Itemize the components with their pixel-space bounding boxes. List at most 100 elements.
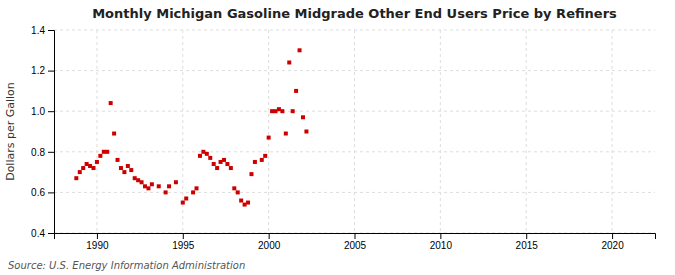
source: Source: U.S. Energy Information Administ… <box>8 260 245 271</box>
grid-line-x <box>526 30 527 233</box>
points <box>74 48 308 206</box>
point <box>304 130 308 134</box>
point <box>129 168 133 172</box>
point <box>112 132 116 136</box>
point <box>280 109 284 113</box>
x-axis-tick-mark <box>183 233 184 239</box>
point <box>116 158 120 162</box>
point <box>109 101 113 105</box>
x-axis-tick: 1995 <box>172 233 195 251</box>
grid-line-x <box>96 30 97 233</box>
point <box>212 162 216 166</box>
point <box>260 158 264 162</box>
y-axis-tick-mark <box>48 233 54 234</box>
chart-svg: 19901995200020052010201520200.40.60.81.0… <box>0 0 675 275</box>
point <box>263 154 267 158</box>
grid-line-y <box>54 70 655 71</box>
point <box>249 172 253 176</box>
point <box>74 176 78 180</box>
x-axis-tick-mark <box>97 233 98 239</box>
x-axis-tick-label: 2000 <box>258 240 281 251</box>
y-axis-tick-label: 0.8 <box>31 147 45 158</box>
y-axis-tick-mark <box>48 192 54 193</box>
point <box>181 201 185 205</box>
point <box>140 180 144 184</box>
point <box>298 48 302 52</box>
x-axis-tick-mark <box>355 233 356 239</box>
point <box>88 164 92 168</box>
grid-line-x <box>612 30 613 233</box>
x-axis-tick: 2000 <box>258 233 281 251</box>
x-axis-tick-mark <box>440 233 441 239</box>
point <box>287 60 291 64</box>
point <box>239 199 243 203</box>
x-axis-tick: 2010 <box>430 233 453 251</box>
point <box>174 180 178 184</box>
point <box>246 201 250 205</box>
y-axis-tick: 0.8 <box>31 147 54 158</box>
point <box>143 184 147 188</box>
x-axis: 1990199520002005201020152020 <box>55 233 656 251</box>
grid <box>54 30 655 233</box>
y-axis-tick-label: 0.4 <box>31 228 45 239</box>
y-axis-tick: 1.2 <box>31 65 54 76</box>
y-axis-tick-mark <box>48 71 54 72</box>
title: Monthly Michigan Gasoline Midgrade Other… <box>92 6 617 21</box>
y-axis-tick-label: 1.0 <box>31 106 45 117</box>
point <box>191 190 195 194</box>
grid-line-y <box>54 192 655 193</box>
point <box>201 150 205 154</box>
x-axis-tick-label: 2020 <box>601 240 624 251</box>
point <box>184 196 188 200</box>
point <box>301 115 305 119</box>
point <box>284 132 288 136</box>
point <box>222 158 226 162</box>
point <box>294 89 298 93</box>
point <box>133 176 137 180</box>
point <box>81 166 85 170</box>
point <box>225 162 229 166</box>
point <box>215 166 219 170</box>
point <box>164 190 168 194</box>
y-axis-line <box>48 31 55 234</box>
point <box>98 154 102 158</box>
point <box>208 156 212 160</box>
point <box>126 164 130 168</box>
x-axis-tick: 2015 <box>516 233 539 251</box>
y-axis-tick: 0.4 <box>31 228 54 239</box>
point <box>205 152 209 156</box>
plot-area: 19901995200020052010201520200.40.60.81.0… <box>31 25 655 251</box>
x-axis-tick-mark <box>526 233 527 239</box>
point <box>232 186 236 190</box>
point <box>274 109 278 113</box>
x-axis-tick-label: 2015 <box>516 240 539 251</box>
point <box>157 184 161 188</box>
x-axis-tick-label: 1990 <box>86 240 109 251</box>
y-axis-tick-mark <box>48 111 54 112</box>
point <box>229 166 233 170</box>
point <box>219 160 223 164</box>
grid-line-y <box>54 30 655 31</box>
y-axis-tick-label: 1.2 <box>31 65 45 76</box>
grid-line-x <box>354 30 355 233</box>
y-axis-tick-label: 0.6 <box>31 187 45 198</box>
y-axis-tick-mark <box>48 152 54 153</box>
point <box>95 160 99 164</box>
point <box>91 166 95 170</box>
point <box>102 150 106 154</box>
point <box>243 203 247 207</box>
point <box>122 170 126 174</box>
point <box>195 186 199 190</box>
grid-line-y <box>54 111 655 112</box>
y-axis-tick: 1.4 <box>31 25 54 36</box>
grid-line-x <box>440 30 441 233</box>
y-axis-tick-mark <box>48 30 54 31</box>
y-axis-label: Dollars per Gallon <box>4 82 17 181</box>
point <box>253 160 257 164</box>
x-axis-tick-label: 1995 <box>172 240 195 251</box>
point <box>270 109 274 113</box>
x-axis-tick: 1990 <box>86 233 109 251</box>
point <box>291 109 295 113</box>
x-axis-tick-mark <box>269 233 270 239</box>
y-axis-tick: 1.0 <box>31 106 54 117</box>
